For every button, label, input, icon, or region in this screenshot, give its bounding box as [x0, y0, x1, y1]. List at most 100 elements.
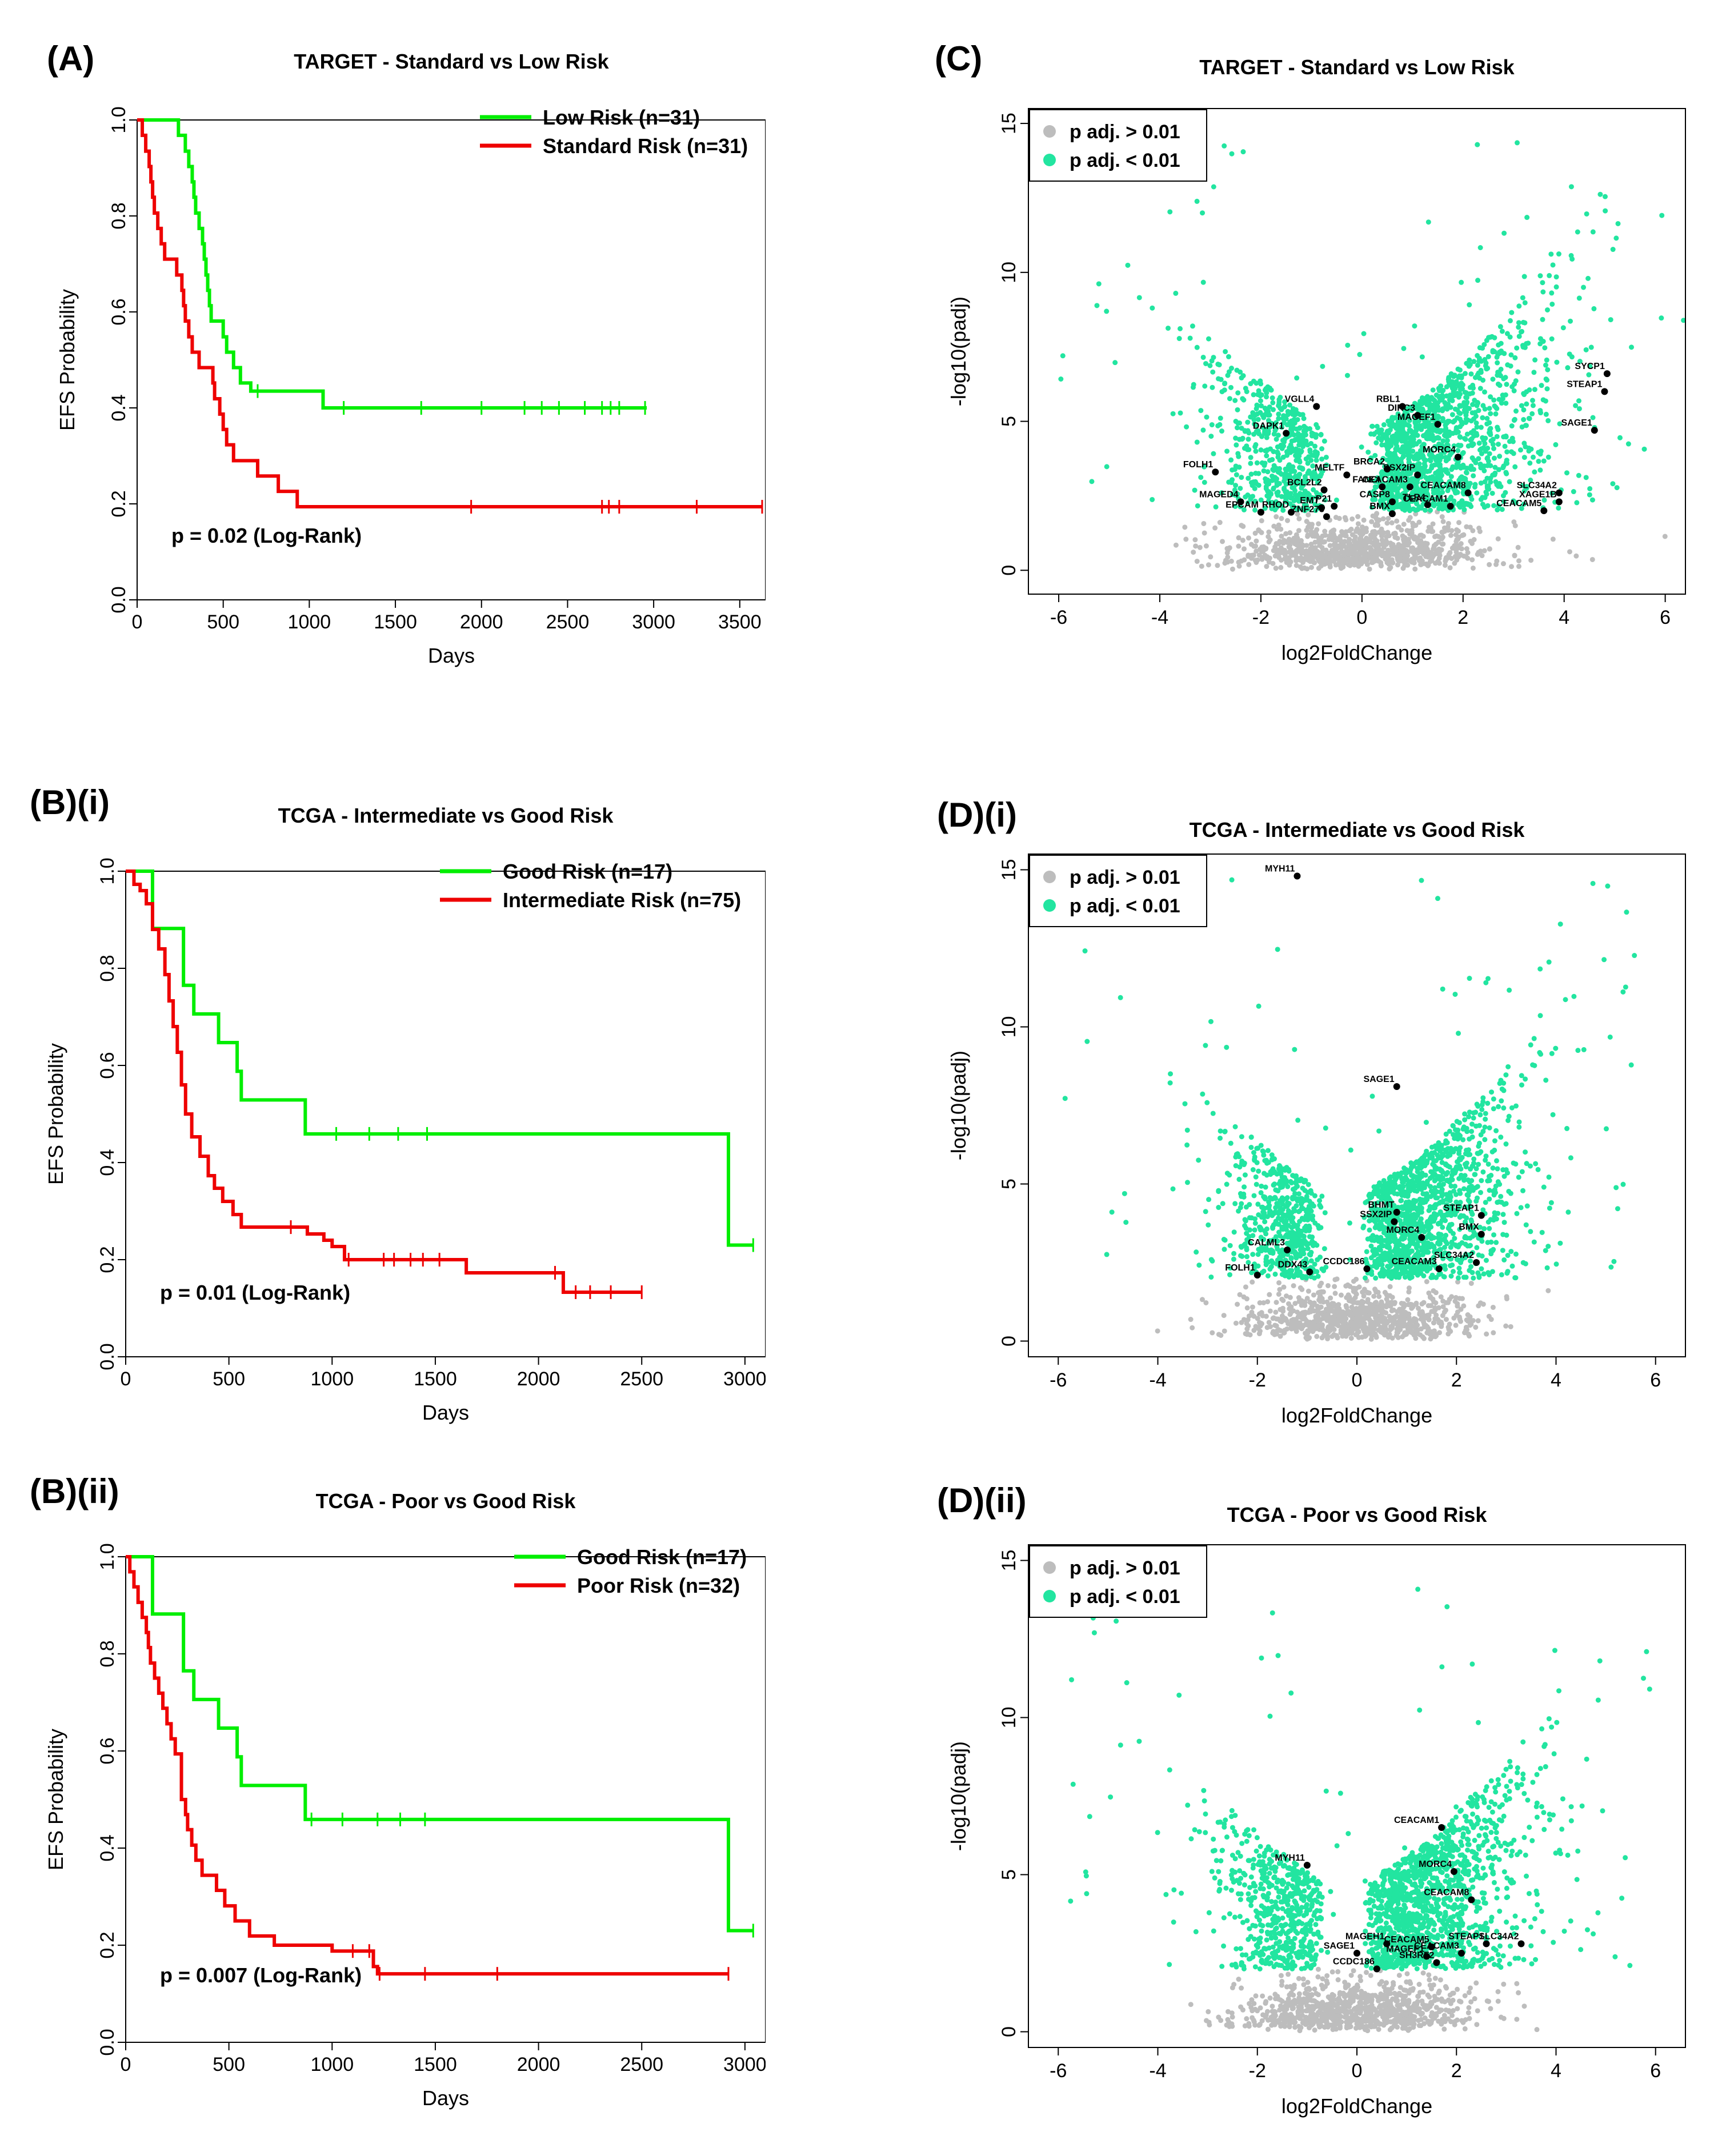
point-not-significant — [1447, 565, 1453, 571]
point-significant — [1531, 370, 1537, 375]
point-significant — [1424, 482, 1429, 487]
point-not-significant — [1249, 1309, 1255, 1315]
point-significant — [1512, 355, 1518, 360]
point-significant — [1281, 416, 1287, 422]
point-significant — [1365, 449, 1371, 455]
point-significant — [1136, 295, 1142, 300]
point-not-significant — [1431, 1299, 1437, 1305]
point-significant — [1319, 446, 1325, 452]
point-significant — [1404, 440, 1410, 446]
point-significant — [1363, 1200, 1368, 1205]
point-not-significant — [1289, 552, 1295, 558]
point-significant — [1524, 401, 1529, 407]
point-not-significant — [1314, 551, 1320, 556]
point-significant — [1564, 470, 1569, 476]
x-tick-label: 3000 — [723, 1368, 766, 1390]
point-significant — [1282, 404, 1287, 410]
point-not-significant — [1292, 540, 1297, 546]
point-significant — [1516, 334, 1522, 339]
point-significant — [1440, 408, 1445, 414]
point-not-significant — [1355, 514, 1361, 519]
point-significant — [1258, 381, 1264, 387]
point-significant — [1296, 434, 1301, 439]
point-significant — [1369, 423, 1375, 429]
point-not-significant — [1415, 550, 1421, 556]
point-not-significant — [1239, 558, 1244, 564]
x-tick-label: 1000 — [288, 611, 331, 633]
point-not-significant — [1218, 1332, 1224, 1338]
point-not-significant — [1337, 1309, 1343, 1315]
point-significant — [1481, 468, 1487, 474]
point-significant — [1302, 474, 1308, 479]
point-significant — [1519, 403, 1524, 408]
y-tick-label: 1.0 — [97, 857, 118, 884]
point-significant — [1456, 1265, 1462, 1271]
point-significant — [1474, 490, 1480, 496]
point-significant — [1444, 442, 1450, 447]
gene-label: STEAP1 — [1567, 379, 1602, 389]
point-significant — [1380, 432, 1385, 438]
point-significant — [1404, 1245, 1409, 1251]
point-significant — [1543, 362, 1548, 368]
point-not-significant — [1274, 1300, 1279, 1305]
point-significant — [1419, 354, 1425, 360]
point-significant — [1603, 208, 1608, 214]
point-significant — [1289, 419, 1295, 424]
x-tick-label: -2 — [1252, 607, 1270, 628]
point-not-significant — [1305, 1288, 1311, 1294]
point-not-significant — [1223, 558, 1228, 563]
point-significant — [1469, 443, 1475, 448]
point-significant — [1234, 472, 1239, 478]
point-not-significant — [1342, 515, 1348, 520]
point-significant — [1271, 431, 1277, 437]
gene-label: DIRC3 — [1388, 403, 1415, 413]
point-significant — [1401, 346, 1407, 351]
point-not-significant — [1279, 550, 1284, 555]
point-significant — [1493, 1128, 1499, 1133]
point-significant — [1234, 442, 1239, 448]
point-significant — [1488, 438, 1494, 444]
point-significant — [1361, 1223, 1367, 1229]
point-significant — [1279, 471, 1284, 477]
point-not-significant — [1363, 1329, 1369, 1335]
point-significant — [1230, 467, 1235, 473]
point-significant — [1420, 480, 1425, 486]
point-significant — [1452, 488, 1457, 494]
point-not-significant — [1455, 536, 1461, 542]
point-significant — [1248, 455, 1254, 460]
point-significant — [1406, 459, 1412, 465]
y-tick-label: 0.4 — [97, 1149, 118, 1176]
point-not-significant — [1292, 1301, 1298, 1307]
point-significant — [1462, 1220, 1468, 1225]
point-significant — [1448, 1273, 1454, 1279]
point-significant — [1453, 425, 1459, 431]
point-significant — [1502, 443, 1508, 449]
point-not-significant — [1409, 1305, 1415, 1311]
point-significant — [1150, 496, 1155, 502]
legend-label: Standard Risk (n=31) — [543, 134, 748, 158]
point-significant — [1444, 393, 1449, 399]
point-significant — [1537, 273, 1543, 279]
point-not-significant — [1311, 1308, 1317, 1314]
point-not-significant — [1381, 1332, 1387, 1338]
point-not-significant — [1391, 1316, 1396, 1322]
point-significant — [1428, 1169, 1434, 1175]
point-significant — [1428, 1236, 1434, 1241]
point-significant — [1567, 351, 1572, 357]
point-significant — [1527, 460, 1533, 466]
point-significant — [1424, 1268, 1430, 1274]
point-significant — [1477, 1189, 1483, 1195]
point-not-significant — [1409, 1302, 1415, 1308]
point-not-significant — [1296, 1314, 1302, 1320]
point-significant — [1568, 184, 1574, 190]
panel-label-Bii: (B)(ii) — [30, 1472, 119, 1510]
point-not-significant — [1237, 1292, 1243, 1297]
point-significant — [1404, 468, 1410, 474]
point-not-significant — [1243, 1284, 1248, 1290]
chart-title: TARGET - Standard vs Low Risk — [294, 50, 609, 73]
point-significant — [1275, 444, 1280, 450]
point-significant — [1520, 1188, 1526, 1193]
point-not-significant — [1351, 1285, 1356, 1291]
point-significant — [1367, 490, 1373, 496]
point-significant — [1233, 483, 1239, 488]
